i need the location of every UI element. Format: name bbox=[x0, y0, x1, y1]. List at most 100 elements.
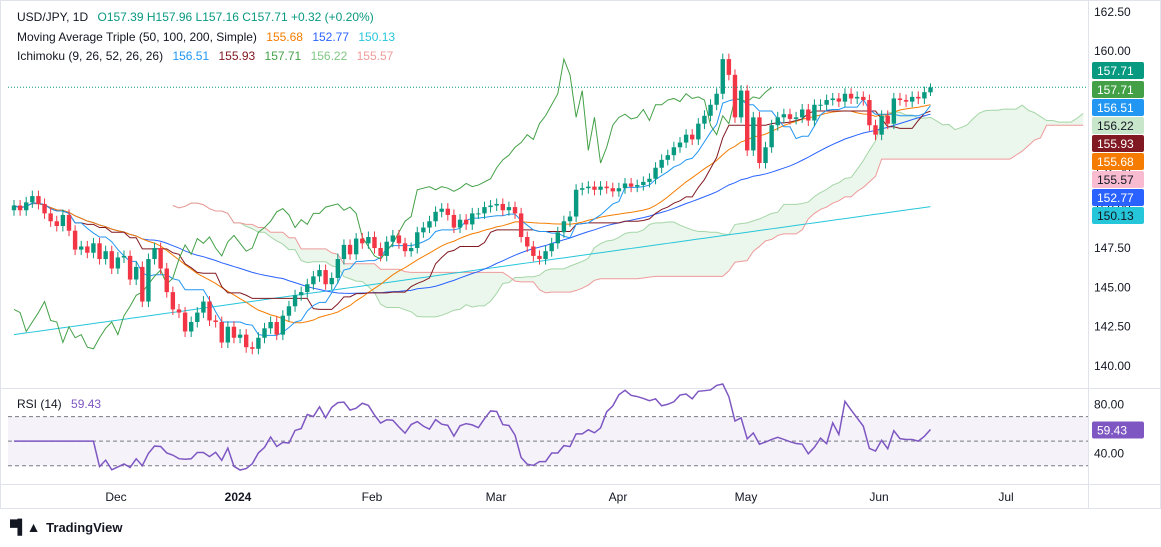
candle-body bbox=[818, 104, 823, 106]
legend-spanb-value: 155.57 bbox=[356, 49, 394, 63]
candle-body bbox=[476, 213, 481, 215]
price-badge-label: 155.93 bbox=[1097, 137, 1134, 151]
candle-body bbox=[256, 337, 261, 349]
candle-body bbox=[347, 244, 353, 255]
price-tick-label: 147.50 bbox=[1094, 241, 1131, 255]
ma200-line bbox=[13, 206, 931, 336]
tradingview-icon: ▀▍▲ bbox=[10, 519, 41, 535]
candle-body bbox=[103, 251, 108, 260]
candle-body bbox=[763, 147, 768, 164]
candle-body bbox=[738, 90, 744, 118]
candle-body bbox=[390, 235, 396, 242]
candle-body bbox=[237, 334, 243, 338]
candle-body bbox=[916, 96, 921, 99]
time-tick-label: Mar bbox=[486, 490, 507, 504]
candle-body bbox=[610, 188, 615, 192]
candle-body bbox=[140, 266, 145, 302]
candle-body bbox=[195, 312, 200, 323]
candle-body bbox=[842, 93, 848, 102]
legend-tenkan-value: 156.51 bbox=[172, 49, 210, 63]
candle-body bbox=[201, 301, 206, 313]
legend-ichimoku-row[interactable]: Ichimoku (9, 26, 52, 26, 26) 156.51 155.… bbox=[17, 49, 399, 63]
ma100-line bbox=[13, 113, 931, 294]
candle-body bbox=[488, 205, 493, 208]
price-badge bbox=[1092, 81, 1144, 98]
candle-body bbox=[861, 96, 866, 101]
candle-body bbox=[415, 232, 420, 249]
price-badge bbox=[1092, 99, 1144, 116]
candle-body bbox=[647, 178, 652, 182]
candle-body bbox=[164, 268, 169, 293]
legend-ma-title: Moving Average Triple (50, 100, 200, Sim… bbox=[17, 30, 257, 44]
candle-body bbox=[97, 243, 102, 260]
candle-body bbox=[830, 98, 835, 101]
legend-rsi-row[interactable]: RSI (14) 59.43 bbox=[17, 397, 107, 411]
price-tick-label: 162.50 bbox=[1094, 5, 1131, 19]
candle-body bbox=[360, 238, 365, 244]
price-tick-label: 140.00 bbox=[1094, 359, 1131, 373]
candle-body bbox=[268, 322, 273, 329]
candle-body bbox=[463, 219, 469, 225]
price-badge-label: 156.51 bbox=[1097, 101, 1134, 115]
candle-body bbox=[885, 115, 890, 124]
candle-body bbox=[836, 98, 842, 102]
price-badge-label: 152.77 bbox=[1097, 191, 1134, 205]
candle-body bbox=[408, 248, 414, 252]
candle-body bbox=[549, 243, 554, 252]
candle-body bbox=[683, 134, 689, 143]
candle-body bbox=[146, 259, 151, 302]
candle-body bbox=[793, 117, 799, 119]
candle-body bbox=[170, 292, 176, 310]
candle-body bbox=[66, 214, 72, 231]
candle-body bbox=[213, 320, 218, 323]
candle-body bbox=[775, 117, 780, 126]
candle-body bbox=[848, 93, 854, 99]
candle-body bbox=[482, 207, 487, 214]
candle-body bbox=[182, 312, 188, 332]
candle-body bbox=[573, 189, 579, 217]
tradingview-logo[interactable]: ▀▍▲ TradingView bbox=[10, 519, 123, 536]
candle-body bbox=[298, 292, 304, 296]
time-tick-label: Feb bbox=[362, 490, 383, 504]
price-badge bbox=[1092, 189, 1144, 206]
candle-body bbox=[714, 93, 719, 105]
candle-body bbox=[891, 98, 897, 124]
candle-body bbox=[745, 90, 750, 151]
candle-body bbox=[592, 186, 597, 190]
legend-chikou-value: 157.71 bbox=[264, 49, 302, 63]
candle-body bbox=[42, 203, 47, 214]
candle-body bbox=[812, 104, 817, 121]
candle-body bbox=[158, 248, 163, 269]
price-badge bbox=[1092, 135, 1144, 152]
price-badge-label: 157.71 bbox=[1097, 83, 1134, 97]
candle-body bbox=[641, 181, 646, 186]
candle-body bbox=[518, 213, 524, 238]
brand-label: TradingView bbox=[46, 520, 123, 535]
legend-ma-row[interactable]: Moving Average Triple (50, 100, 200, Sim… bbox=[17, 30, 401, 44]
candle-body bbox=[903, 100, 909, 102]
legend-spana-value: 156.22 bbox=[310, 49, 348, 63]
candle-body bbox=[335, 259, 341, 278]
rsi-line bbox=[14, 383, 932, 471]
candle-body bbox=[225, 326, 231, 343]
time-tick-label: May bbox=[735, 490, 758, 504]
candle-body bbox=[702, 115, 707, 124]
candle-body bbox=[665, 155, 670, 160]
candle-body bbox=[628, 183, 634, 187]
candle-body bbox=[909, 96, 915, 102]
candle-body bbox=[732, 74, 738, 118]
candle-body bbox=[24, 202, 29, 211]
candle-body bbox=[188, 322, 194, 332]
rsi-tick-label: 80.00 bbox=[1094, 397, 1124, 411]
price-tick-label: 142.50 bbox=[1094, 320, 1131, 334]
price-badge-label: 156.22 bbox=[1097, 119, 1134, 133]
candle-body bbox=[176, 309, 182, 313]
price-badge-label: 155.57 bbox=[1097, 173, 1134, 187]
candle-body bbox=[11, 205, 17, 211]
price-badge-label: 150.13 bbox=[1097, 209, 1134, 223]
candle-body bbox=[433, 211, 438, 222]
candle-body bbox=[677, 142, 683, 148]
legend-kijun-value: 155.93 bbox=[218, 49, 256, 63]
candle-body bbox=[305, 284, 310, 293]
